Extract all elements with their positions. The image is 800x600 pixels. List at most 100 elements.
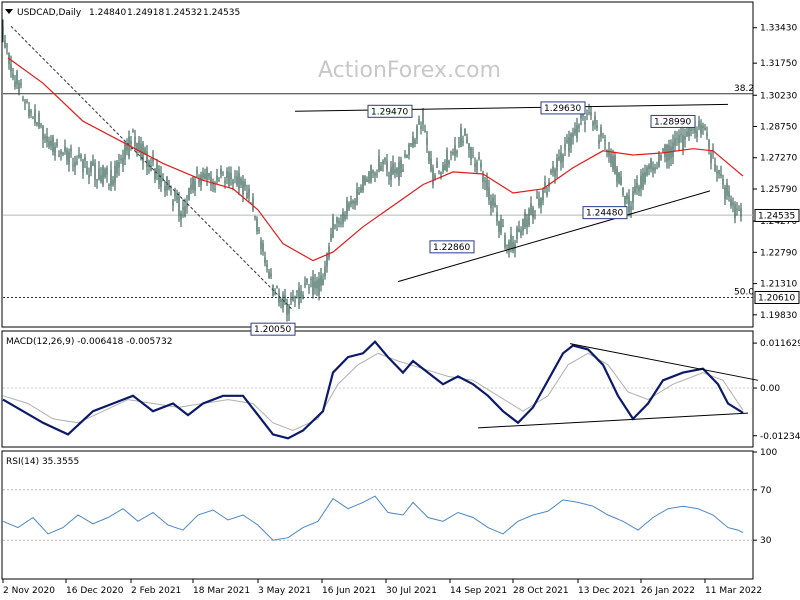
candle-body: [2, 26, 4, 40]
candle-body: [426, 137, 428, 146]
candle-body: [244, 181, 246, 187]
candle-body: [126, 144, 128, 151]
candle-body: [306, 278, 308, 283]
rsi-layer: 100 70 30: [2, 448, 777, 546]
candle-body: [46, 136, 48, 143]
candle-body: [384, 157, 386, 161]
candle-body: [232, 180, 234, 185]
candle-body: [322, 278, 324, 286]
candle-body: [732, 202, 734, 206]
candle-body: [224, 180, 226, 184]
price-trendline: [397, 190, 711, 283]
candle-body: [416, 125, 418, 140]
price-y-tick-label: 1.27270: [760, 154, 797, 164]
candle-body: [636, 182, 638, 189]
candle-body: [40, 124, 42, 126]
price-trendline: [294, 103, 729, 112]
candle-body: [418, 118, 420, 125]
candle-body: [120, 158, 122, 161]
candle-body: [488, 187, 490, 201]
candle-body: [708, 140, 710, 149]
candle-body: [88, 175, 90, 178]
candle-body: [516, 227, 518, 240]
candle-body: [272, 285, 274, 296]
candle-body: [568, 137, 570, 152]
candle-body: [470, 147, 472, 160]
candle-body: [464, 128, 466, 136]
macd-y-tick-label: 0.011629: [760, 339, 800, 349]
candle-body: [130, 140, 132, 144]
candle-body: [12, 73, 14, 78]
candle-body: [446, 150, 448, 171]
candle-body: [660, 155, 662, 160]
candle-body: [132, 131, 134, 133]
candle-body: [76, 161, 78, 164]
candle-body: [280, 298, 282, 302]
candle-body: [58, 155, 60, 157]
candle-body: [526, 218, 528, 228]
price-annotation-label: 1.29630: [544, 104, 581, 114]
candle-body: [412, 136, 414, 147]
candle-body: [348, 203, 350, 210]
candle-body: [644, 172, 646, 183]
candle-body: [338, 220, 340, 224]
candle-body: [728, 190, 730, 197]
menu-triangle-icon[interactable]: [5, 9, 13, 14]
candle-body: [512, 242, 514, 252]
candle-body: [274, 290, 276, 292]
candle-body: [324, 266, 326, 276]
ohlc-high: 1.24918: [127, 8, 164, 18]
current-price-label: 1.24535: [758, 211, 795, 221]
price-annotation-label: 1.28990: [654, 117, 691, 127]
candle-body: [572, 132, 574, 138]
candle-body: [460, 127, 462, 147]
candle-body: [480, 162, 482, 168]
candle-body: [584, 122, 586, 125]
candle-body: [466, 137, 468, 144]
x-tick-label: 16 Jun 2021: [322, 586, 376, 596]
fib-level-label: 38.2: [734, 84, 754, 94]
candle-body: [202, 172, 204, 178]
candle-body: [308, 286, 310, 288]
candle-body: [358, 192, 360, 195]
candle-body: [508, 241, 510, 252]
candle-body: [408, 144, 410, 155]
candle-body: [214, 188, 216, 191]
candle-body: [542, 189, 544, 201]
candle-body: [82, 160, 84, 173]
moving-average-line: [7, 57, 744, 262]
candle-body: [222, 171, 224, 173]
candle-body: [646, 167, 648, 176]
price-annotation-label: 1.24480: [586, 209, 623, 219]
candle-body: [30, 111, 32, 114]
candle-body: [24, 102, 26, 104]
candle-body: [552, 166, 554, 173]
candle-body: [674, 138, 676, 146]
candle-body: [136, 142, 138, 150]
candle-body: [580, 114, 582, 119]
candle-body: [402, 169, 404, 172]
candle-body: [84, 157, 86, 161]
candle-body: [160, 174, 162, 188]
candle-body: [328, 246, 330, 258]
candle-body: [624, 196, 626, 205]
candle-body: [236, 176, 238, 185]
candle-body: [394, 169, 396, 173]
candle-body: [128, 136, 130, 157]
candle-body: [168, 185, 170, 189]
candle-body: [476, 162, 478, 171]
candle-body: [612, 155, 614, 170]
candle-body: [520, 230, 522, 235]
candle-body: [36, 122, 38, 125]
candle-body: [618, 172, 620, 184]
candle-body: [284, 295, 286, 302]
candle-body: [702, 125, 704, 128]
candle-body: [492, 198, 494, 206]
candle-body: [658, 154, 660, 167]
candle-body: [600, 127, 602, 137]
candle-body: [652, 167, 654, 172]
candle-body: [190, 184, 192, 190]
candle-body: [388, 175, 390, 177]
candle-body: [686, 131, 688, 136]
candle-body: [92, 161, 94, 166]
